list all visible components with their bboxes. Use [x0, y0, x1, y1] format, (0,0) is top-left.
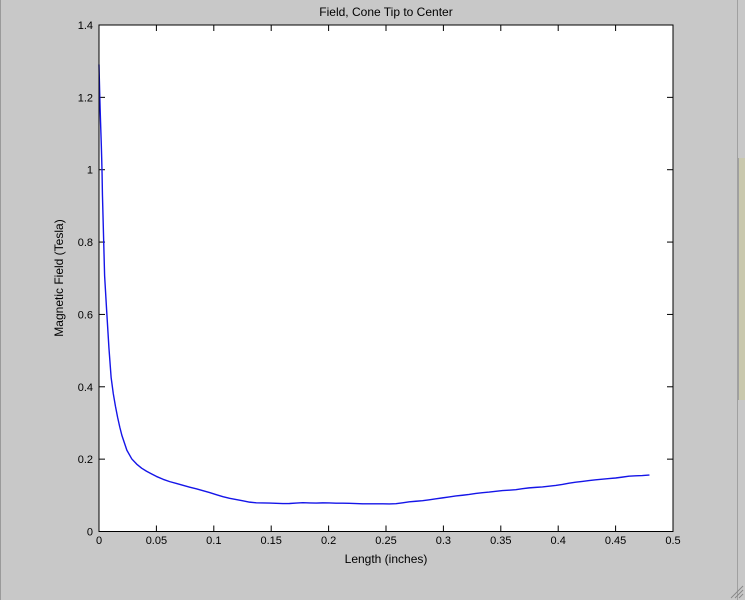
svg-text:1.4: 1.4 [78, 20, 93, 32]
svg-text:Length (inches): Length (inches) [345, 552, 428, 566]
svg-text:0.4: 0.4 [78, 382, 93, 394]
svg-text:0.3: 0.3 [436, 535, 451, 547]
svg-text:0.2: 0.2 [78, 454, 93, 466]
svg-text:1.2: 1.2 [78, 92, 93, 104]
svg-text:0.25: 0.25 [375, 535, 396, 547]
svg-text:0.8: 0.8 [78, 237, 93, 249]
svg-text:0.35: 0.35 [490, 535, 511, 547]
svg-text:0.4: 0.4 [551, 535, 566, 547]
svg-text:Magnetic Field (Tesla): Magnetic Field (Tesla) [52, 219, 66, 336]
svg-text:0: 0 [96, 535, 102, 547]
svg-text:0.2: 0.2 [321, 535, 336, 547]
svg-text:0: 0 [87, 527, 93, 539]
svg-text:Field, Cone Tip to Center: Field, Cone Tip to Center [319, 5, 452, 19]
svg-text:0.1: 0.1 [206, 535, 221, 547]
svg-text:0.05: 0.05 [146, 535, 167, 547]
svg-text:0.15: 0.15 [260, 535, 281, 547]
svg-text:0.6: 0.6 [78, 309, 93, 321]
svg-text:1: 1 [87, 165, 93, 177]
svg-text:0.5: 0.5 [665, 535, 680, 547]
svg-text:0.45: 0.45 [605, 535, 626, 547]
